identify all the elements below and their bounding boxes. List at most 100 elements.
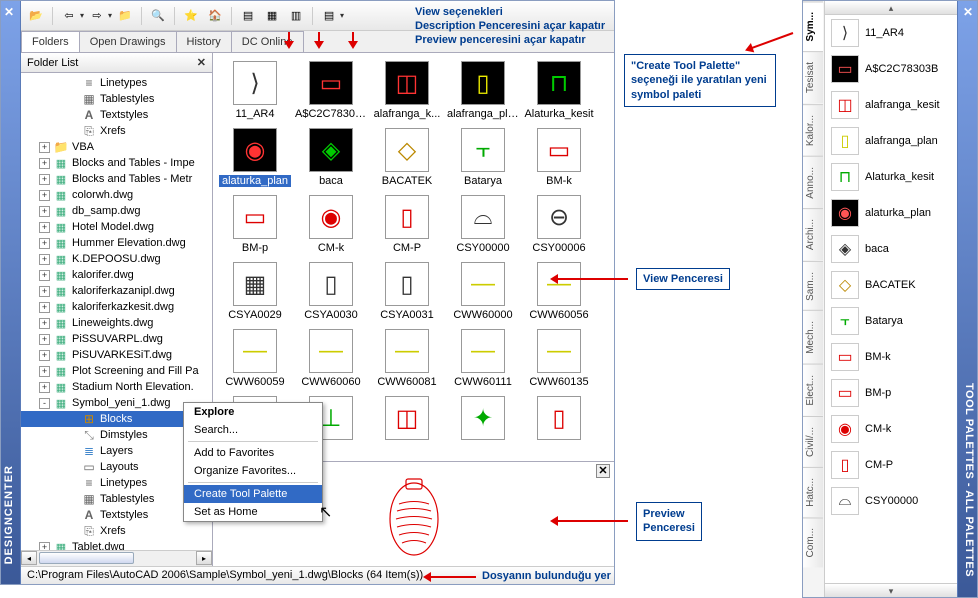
close-icon[interactable]: ✕ [963, 5, 973, 19]
tree-item[interactable]: +db_samp.dwg [21, 203, 212, 219]
palette-item[interactable]: ⊓Alaturka_kesit [825, 159, 957, 195]
tree-item[interactable]: +kaloriferkazanipl.dwg [21, 283, 212, 299]
palette-item[interactable]: ⟩11_AR4 [825, 15, 957, 51]
tree-item[interactable]: +Hummer Elevation.dwg [21, 235, 212, 251]
forward-button[interactable]: ⇨ [86, 5, 108, 27]
block-item[interactable]: ◫ [369, 394, 445, 445]
tree-item[interactable]: +Stadium North Elevation. [21, 379, 212, 395]
close-icon[interactable]: ✕ [596, 464, 610, 478]
home-button[interactable]: 🏠 [204, 5, 226, 27]
block-item[interactable]: ⊓Alaturka_kesit [521, 59, 597, 122]
palette-tab[interactable]: Archi... [803, 208, 823, 260]
load-button[interactable]: 📂 [25, 5, 47, 27]
scroll-up-button[interactable]: ▴ [825, 1, 957, 15]
block-item[interactable]: ⌓CSY00000 [445, 193, 521, 256]
tree-item[interactable]: Textstyles [21, 107, 212, 123]
block-item[interactable]: ◇BACATEK [369, 126, 445, 189]
dropdown-icon[interactable]: ▾ [80, 11, 84, 20]
tool-palettes-titlebar[interactable]: ✕ TOOL PALETTES - ALL PALETTES [957, 1, 977, 597]
tree-item[interactable]: +Hotel Model.dwg [21, 219, 212, 235]
expand-icon[interactable]: + [39, 318, 50, 329]
blocks-grid[interactable]: ⟩11_AR4▭A$C2C78303B◫alafranga_k...▯alafr… [213, 53, 614, 461]
palette-item[interactable]: ◉alaturka_plan [825, 195, 957, 231]
block-item[interactable]: ▯CSYA0030 [293, 260, 369, 323]
tree-item[interactable]: +Plot Screening and Fill Pa [21, 363, 212, 379]
palette-item[interactable]: ▭BM-p [825, 375, 957, 411]
expand-icon[interactable]: - [39, 398, 50, 409]
expand-icon[interactable]: + [39, 334, 50, 345]
block-item[interactable]: ◉alaturka_plan [217, 126, 293, 189]
block-item[interactable]: —CWW60056 [521, 260, 597, 323]
close-icon[interactable]: ✕ [197, 56, 206, 69]
palette-tab[interactable]: Elect... [803, 364, 823, 416]
expand-icon[interactable]: + [39, 206, 50, 217]
scroll-down-button[interactable]: ▾ [825, 583, 957, 597]
horizontal-scrollbar[interactable]: ◂ ▸ [21, 550, 212, 566]
tree-item[interactable]: +Blocks and Tables - Impe [21, 155, 212, 171]
tree-item[interactable]: +PiSUVARKESiT.dwg [21, 347, 212, 363]
tree-item[interactable]: +Blocks and Tables - Metr [21, 171, 212, 187]
expand-icon[interactable]: + [39, 222, 50, 233]
block-item[interactable]: ✦ [445, 394, 521, 445]
block-item[interactable]: ▦CSYA0029 [217, 260, 293, 323]
description-toggle-button[interactable]: ▥ [285, 5, 307, 27]
expand-icon[interactable]: + [39, 190, 50, 201]
tree-toggle-button[interactable]: ▤ [237, 5, 259, 27]
tree-item[interactable]: +PiSSUVARPL.dwg [21, 331, 212, 347]
tree-item[interactable]: +Tablet.dwg [21, 539, 212, 550]
block-item[interactable]: ▯CM-P [369, 193, 445, 256]
tree-item[interactable]: Tablestyles [21, 91, 212, 107]
palette-item[interactable]: ▯CM-P [825, 447, 957, 483]
tree-item[interactable]: Xrefs [21, 123, 212, 139]
block-item[interactable]: ▭BM-k [521, 126, 597, 189]
block-item[interactable]: ▭BM-p [217, 193, 293, 256]
palette-tab[interactable]: Kalor... [803, 104, 823, 156]
block-item[interactable]: ⟩11_AR4 [217, 59, 293, 122]
tree-item[interactable]: +Lineweights.dwg [21, 315, 212, 331]
palette-item[interactable]: ▯alafranga_plan [825, 123, 957, 159]
up-button[interactable]: 📁 [114, 5, 136, 27]
block-item[interactable]: —CWW60000 [445, 260, 521, 323]
palette-tab[interactable]: Civil/... [803, 416, 823, 467]
palette-tab[interactable]: Mech... [803, 310, 823, 364]
block-item[interactable]: —CWW60081 [369, 327, 445, 390]
menu-item-add-to-favorites[interactable]: Add to Favorites [184, 444, 322, 462]
tab-history[interactable]: History [176, 31, 232, 52]
tree-item[interactable]: Xrefs [21, 523, 212, 539]
scroll-left-button[interactable]: ◂ [21, 551, 37, 565]
expand-icon[interactable]: + [39, 286, 50, 297]
views-button[interactable]: ▤ [318, 5, 340, 27]
block-item[interactable]: ▭A$C2C78303B [293, 59, 369, 122]
block-item[interactable]: ⫟Batarya [445, 126, 521, 189]
dropdown-icon[interactable]: ▾ [340, 11, 344, 20]
expand-icon[interactable]: + [39, 302, 50, 313]
block-item[interactable]: ◉CM-k [293, 193, 369, 256]
block-item[interactable]: ⊖CSY00006 [521, 193, 597, 256]
dropdown-icon[interactable]: ▾ [108, 11, 112, 20]
block-item[interactable]: ◫alafranga_k... [369, 59, 445, 122]
palette-tab[interactable]: Sym... [803, 1, 823, 51]
favorites-button[interactable]: ⭐ [180, 5, 202, 27]
close-icon[interactable]: ✕ [4, 5, 14, 19]
palette-tab[interactable]: Hatc... [803, 467, 823, 517]
palette-item[interactable]: ⫟Batarya [825, 303, 957, 339]
tree-item[interactable]: +K.DEPOOSU.dwg [21, 251, 212, 267]
palette-item[interactable]: ⌓CSY00000 [825, 483, 957, 519]
block-item[interactable]: —CWW60059 [217, 327, 293, 390]
expand-icon[interactable]: + [39, 270, 50, 281]
palette-tab[interactable]: Anno... [803, 156, 823, 209]
scroll-right-button[interactable]: ▸ [196, 551, 212, 565]
menu-item-explore[interactable]: Explore [184, 403, 322, 421]
tree-item[interactable]: Linetypes [21, 75, 212, 91]
expand-icon[interactable]: + [39, 542, 50, 551]
expand-icon[interactable]: + [39, 174, 50, 185]
scroll-track[interactable] [37, 551, 196, 566]
back-button[interactable]: ⇦ [58, 5, 80, 27]
block-item[interactable]: —CWW60060 [293, 327, 369, 390]
tree-item[interactable]: +kalorifer.dwg [21, 267, 212, 283]
tab-folders[interactable]: Folders [21, 31, 80, 52]
tab-open-drawings[interactable]: Open Drawings [79, 31, 177, 52]
menu-item-search-[interactable]: Search... [184, 421, 322, 439]
scroll-thumb[interactable] [39, 552, 134, 564]
expand-icon[interactable]: + [39, 254, 50, 265]
